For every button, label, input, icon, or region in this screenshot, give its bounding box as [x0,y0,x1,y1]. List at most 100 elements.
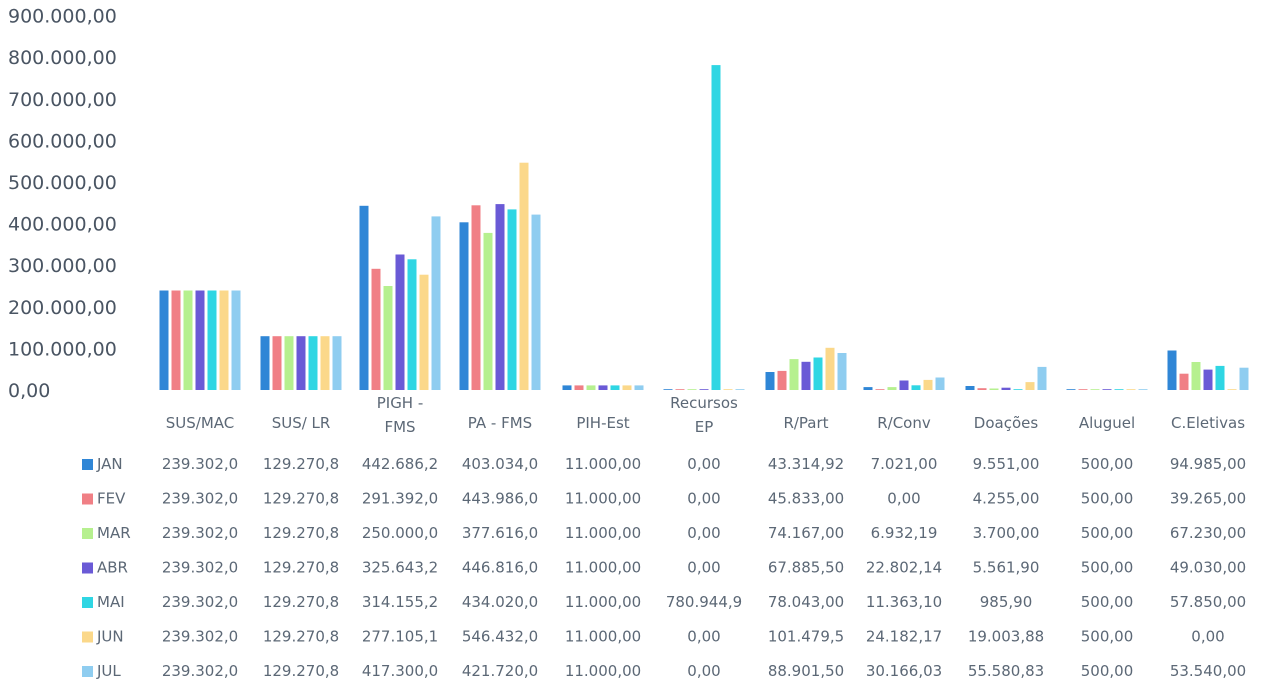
legend-key-mai [82,597,93,608]
data-table-cell: 239.302,0 [162,662,238,680]
bar-mai [1215,365,1225,390]
bar-abr [699,389,709,390]
data-table-cell: 11.000,00 [565,593,641,611]
data-table-cell: 11.000,00 [565,662,641,680]
data-table-cell: 129.270,8 [263,455,339,473]
bar-mai [711,65,721,390]
bar-fev [777,370,787,390]
bar-jan [965,386,975,390]
data-table-cell: 0,00 [687,455,720,473]
data-table-cell: 0,00 [687,628,720,646]
bar-mar [383,286,393,390]
data-table-cell: 101.479,5 [768,628,844,646]
data-table-cell: 43.314,92 [768,455,844,473]
data-table-cell: 55.580,83 [968,662,1044,680]
data-table-cell: 11.363,10 [866,593,942,611]
bar-jul [1239,367,1249,390]
data-table-cell: 0,00 [687,524,720,542]
bar-jul [332,336,342,390]
data-table-cell: 277.105,1 [362,628,438,646]
bar-jan [663,389,673,390]
category-label: R/Part [783,414,828,432]
data-table-cell: 11.000,00 [565,524,641,542]
data-table-cell: 5.561,90 [973,559,1040,577]
bar-jan [765,372,775,390]
legend-label: JAN [96,455,123,473]
legend-label: MAR [97,524,131,542]
data-table-cell: 129.270,8 [263,490,339,508]
bar-mai [1013,389,1023,390]
legend-label: JUL [96,662,121,680]
data-table-cell: 500,00 [1081,524,1134,542]
data-table-cell: 11.000,00 [565,628,641,646]
bar-jun [1126,389,1136,390]
data-table-cell: 291.392,0 [362,490,438,508]
bar-jun [622,385,632,390]
bar-mar [989,388,999,390]
data-table-cell: 129.270,8 [263,593,339,611]
legend-key-jun [82,631,93,643]
data-table-cell: 11.000,00 [565,559,641,577]
bar-jun [519,162,529,390]
bar-jul [431,216,441,390]
data-table-cell: 434.020,0 [462,593,538,611]
data-table-cell: 129.270,8 [263,524,339,542]
data-table-cell: 325.643,2 [362,559,438,577]
bar-jul [735,389,745,390]
legend-key-jul [82,666,93,677]
bar-jan [459,222,469,390]
bar-jan [863,387,873,390]
data-table-cell: 53.540,00 [1170,662,1246,680]
legend-label: FEV [97,490,126,508]
bar-abr [296,336,306,390]
y-tick-label: 800.000,00 [8,47,117,69]
bar-jun [923,379,933,390]
data-table-cell: 0,00 [687,559,720,577]
bar-abr [1102,389,1112,390]
data-table-cell: 239.302,0 [162,524,238,542]
bar-abr [195,290,205,390]
data-table-cell: 500,00 [1081,662,1134,680]
y-tick-label: 500.000,00 [8,172,117,194]
data-table-cell: 0,00 [887,490,920,508]
data-table-cell: 239.302,0 [162,559,238,577]
data-table-cell: 4.255,00 [973,490,1040,508]
bar-jul [531,214,541,390]
bar-fev [977,388,987,390]
data-table-cell: 94.985,00 [1170,455,1246,473]
data-table-cell: 22.802,14 [866,559,942,577]
data-table-cell: 403.034,0 [462,455,538,473]
data-table-cell: 0,00 [687,662,720,680]
bar-mai [911,385,921,390]
bar-fev [171,290,181,390]
data-table-cell: 88.901,50 [768,662,844,680]
bar-fev [471,205,481,390]
data-table-cell: 30.166,03 [866,662,942,680]
data-table-cell: 985,90 [980,593,1033,611]
bar-abr [801,361,811,390]
data-table-cell: 11.000,00 [565,490,641,508]
category-label: Recursos [670,394,738,412]
bar-fev [1078,389,1088,390]
y-tick-label: 0,00 [8,380,50,402]
data-table-cell: 57.850,00 [1170,593,1246,611]
bar-jul [1138,389,1148,390]
bar-mai [407,259,417,390]
data-table-cell: 780.944,9 [666,593,742,611]
data-table-cell: 78.043,00 [768,593,844,611]
bar-jul [231,290,241,390]
legend-label: ABR [97,559,128,577]
data-table-cell: 0,00 [687,490,720,508]
category-label: SUS/ LR [272,414,331,432]
bar-fev [371,268,381,390]
legend-label: JUN [96,628,124,646]
bar-jan [1066,389,1076,390]
y-tick-label: 700.000,00 [8,89,117,111]
legend-key-jan [82,459,93,470]
category-label: Aluguel [1079,414,1135,432]
data-table-cell: 9.551,00 [973,455,1040,473]
bar-abr [495,204,505,390]
bar-fev [272,336,282,390]
data-table-cell: 314.155,2 [362,593,438,611]
